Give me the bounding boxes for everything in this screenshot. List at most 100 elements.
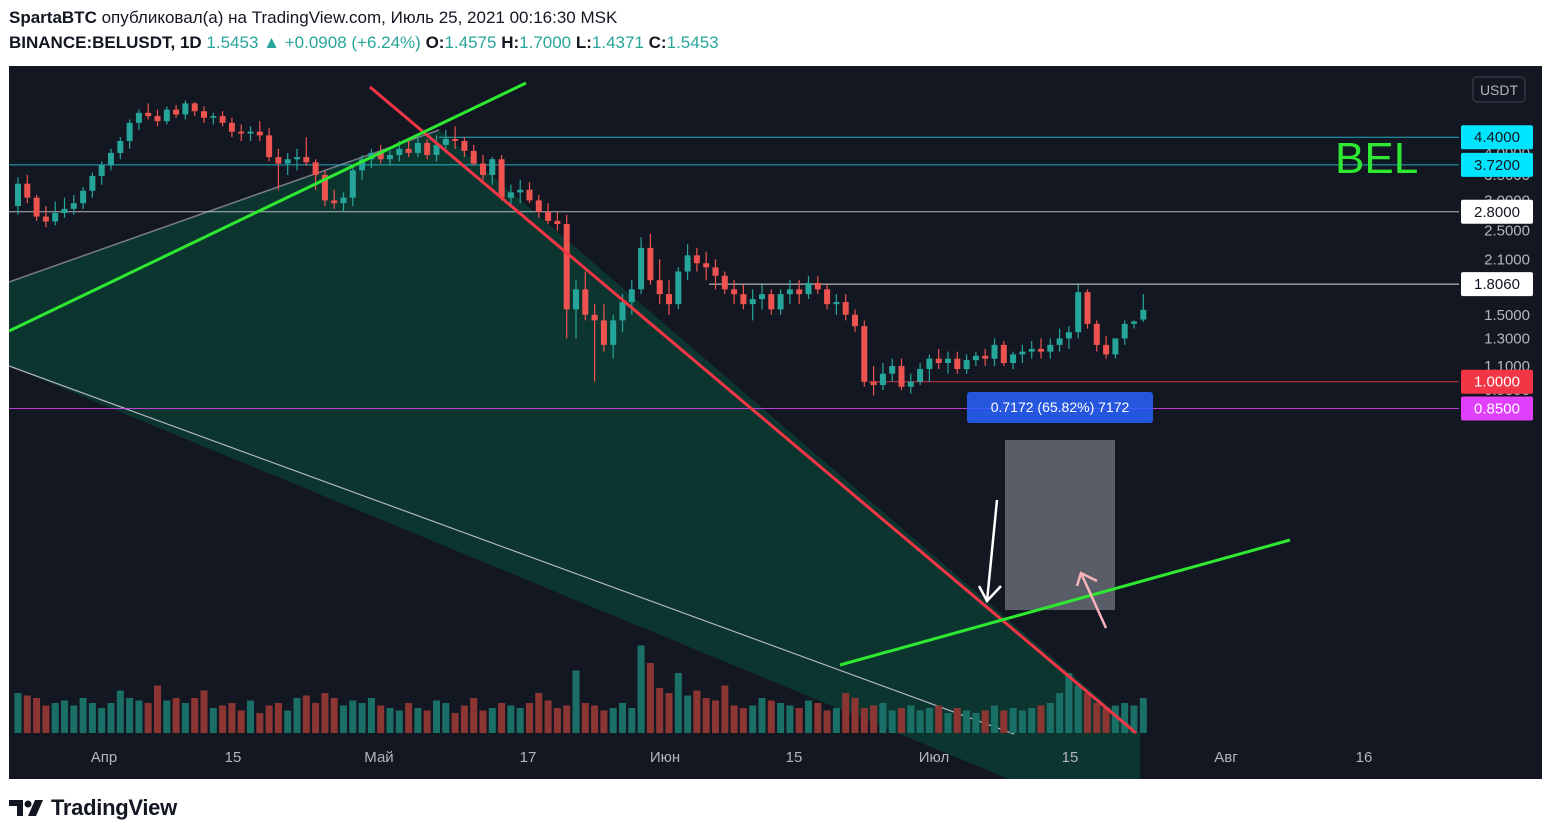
volume-bar [1037,705,1045,733]
x-tick-label: Апр [91,749,117,766]
candle [610,320,617,345]
candle [1010,354,1017,364]
symbol-name[interactable]: BINANCE:BELUSDT, 1D [9,33,202,52]
volume-bar [340,705,347,733]
level-price-badge[interactable] [1461,125,1533,150]
volume-bar [1093,703,1101,733]
x-tick-label: 15 [786,749,803,766]
volume-bar [972,713,980,733]
candle [814,282,821,290]
candle [740,294,747,305]
volume-bar [572,670,580,733]
candle [666,294,672,305]
volume-bar [1000,710,1008,733]
volume-bar [377,705,385,733]
volume-bar [786,705,794,733]
candle [554,220,561,225]
volume-bar [1028,708,1036,733]
candle [33,197,40,217]
candle [824,289,831,305]
volume-bar [842,693,850,733]
volume-bar [795,708,803,733]
candle [173,109,180,115]
candle [340,197,347,204]
channel-upper-line [9,129,440,283]
candle [1056,338,1063,345]
candle [861,326,868,382]
close-value: 1.5453 [666,33,719,52]
volume-bar [730,705,738,733]
candle [535,200,542,212]
candle [238,131,245,134]
level-price-label: 4.4000 [1474,129,1520,146]
candle [321,174,328,201]
level-price-badge[interactable] [1461,272,1533,297]
candle [52,212,59,222]
volume-bar [14,693,22,733]
candle [759,294,765,300]
volume-bar [209,708,217,733]
level-price-badge[interactable] [1461,369,1533,394]
candle [275,157,282,164]
candle [526,189,533,201]
tradingview-logo[interactable]: TradingView [9,795,177,821]
volume-bar [386,708,394,733]
candle [461,140,468,151]
volume-bar [516,708,524,733]
volume-bar [693,690,701,733]
volume-bar [1139,698,1147,733]
volume-bar [619,703,626,733]
candle [963,360,970,370]
level-price-badge[interactable] [1461,152,1533,177]
volume-bar [312,703,320,733]
candle [833,302,840,305]
y-tick-label: 1.3000 [1484,330,1530,347]
volume-bar [1018,710,1026,733]
candle [796,289,803,295]
measure-box[interactable] [1005,440,1115,610]
candle [1093,323,1100,345]
candle [1121,323,1128,339]
volume-bar [907,705,915,733]
level-price-badge[interactable] [1461,396,1533,421]
x-tick-label: Авг [1214,749,1238,766]
volume-bar [479,710,487,733]
support-trendline-bottom[interactable] [839,538,1291,667]
chart-canvas[interactable]: 0.7172 (65.82%) 7172 BEL USDT 4.00003.50… [9,66,1542,779]
price-chart[interactable]: 0.7172 (65.82%) 7172 BEL USDT 4.00003.50… [9,66,1542,779]
candle [15,183,21,207]
volume-bar [284,710,292,733]
candle [935,358,942,364]
candle [42,216,49,222]
level-price-label: 1.8060 [1474,276,1520,293]
x-tick-label: 17 [520,749,537,766]
candle [731,289,738,295]
support-trendline-top[interactable] [9,81,527,333]
volume-bar [163,700,171,733]
x-tick-label: Июн [650,749,680,766]
candle [498,159,505,198]
candle [1019,351,1026,355]
volume-bar [126,698,134,733]
volume-bar [116,690,124,733]
level-price-label: 3.7200 [1474,157,1520,174]
candle [591,314,598,321]
candle [98,164,105,176]
candle [805,282,812,295]
x-tick-label: Июл [919,749,949,766]
candle [480,163,486,175]
currency-button[interactable] [1472,76,1526,103]
low-label: L: [575,33,592,52]
volume-bar [712,700,719,733]
volume-bar [237,710,245,733]
candle [600,320,607,345]
candle [991,344,998,359]
candle [703,263,710,268]
level-price-badge[interactable] [1461,199,1533,224]
candle [768,294,775,310]
candle [628,289,635,303]
volume-bar [423,710,431,733]
volume-bar [823,710,831,733]
resistance-trendline[interactable] [369,85,1137,735]
author-name[interactable]: SpartaBTC [9,8,97,27]
